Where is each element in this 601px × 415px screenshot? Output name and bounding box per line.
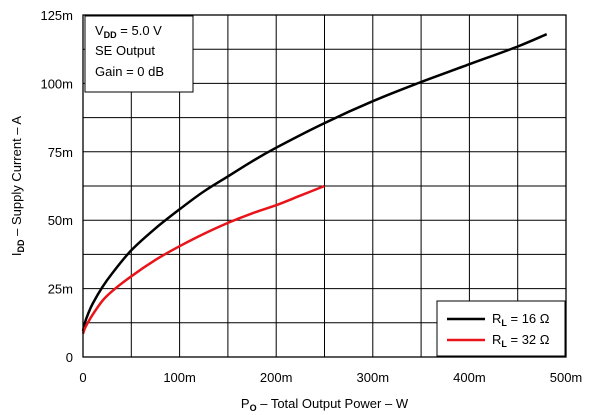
legend-label-16-ohm: RL = 16 Ω: [492, 311, 550, 328]
x-axis-label: PO – Total Output Power – W: [241, 396, 409, 413]
y-tick-label: 100m: [40, 76, 73, 91]
y-tick-label: 75m: [48, 145, 73, 160]
x-tick-label: 0: [79, 370, 86, 385]
x-tick-label: 300m: [357, 370, 390, 385]
legend: RL = 16 Ω RL = 32 Ω: [436, 300, 566, 357]
x-tick-label: 500m: [550, 370, 583, 385]
y-tick-label: 125m: [40, 8, 73, 23]
annotation-line-2: Gain = 0 dB: [95, 64, 164, 79]
annotation-box: [84, 15, 194, 93]
conditions-annotation: VDD = 5.0 V SE Output Gain = 0 dB: [84, 15, 194, 93]
legend-box: [436, 300, 566, 357]
y-tick-label: 25m: [48, 282, 73, 297]
x-tick-label: 200m: [260, 370, 293, 385]
legend-label-32-ohm: RL = 32 Ω: [492, 332, 550, 349]
series-line-16-ohm: [81, 33, 548, 332]
series-line-32-ohm: [81, 184, 325, 335]
plot-frame: [82, 14, 567, 358]
annotation-line-1: SE Output: [95, 43, 155, 58]
axis-ticks: 0 100m 200m 300m 400m 500m 0 25m 50m 75m 100m 125m: [40, 8, 582, 385]
y-tick-label: 0: [66, 350, 73, 365]
x-tick-label: 400m: [453, 370, 486, 385]
x-tick-label: 100m: [163, 370, 196, 385]
series-lines: [81, 33, 548, 335]
y-tick-label: 50m: [48, 213, 73, 228]
y-axis-label: IDD – Supply Current – A: [9, 116, 26, 257]
annotation-vdd: VDD = 5.0 V: [95, 23, 162, 40]
